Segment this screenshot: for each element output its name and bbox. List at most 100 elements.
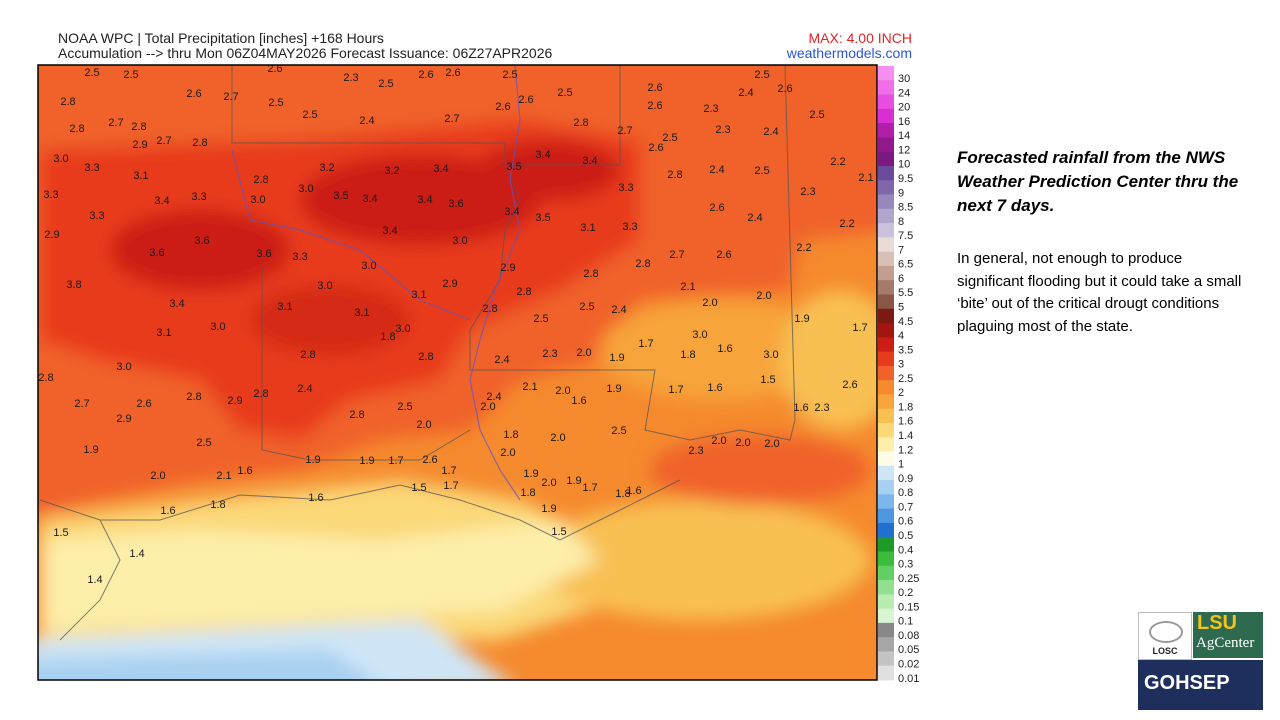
rivers [231,65,521,501]
map-value-label: 1.6 [237,465,252,477]
map-value-label: 2.7 [156,135,171,147]
map-value-label: 2.4 [486,391,501,403]
map-value-label: 3.6 [194,235,209,247]
map-value-label: 3.6 [448,198,463,210]
map-value-label: 2.6 [267,63,282,75]
map-value-label: 2.0 [416,419,431,431]
map-value-label: 3.3 [622,221,637,233]
precip-field: 2.5 2.5 2.62.3 2.52.6 2.6 2.52.5 2.62.52.4 2.62… [38,63,877,680]
map-value-label: 3.0 [210,321,225,333]
map-value-label: 2.0 [764,438,779,450]
map-value-label: 3.0 [53,153,68,165]
map-value-label: 3.4 [154,195,169,207]
map-value-label: 2.4 [359,115,374,127]
map-value-label: 1.7 [441,465,456,477]
map-value-label: 3.3 [292,251,307,263]
map-value-label: 1.7 [668,384,683,396]
map-value-label: 1.9 [566,475,581,487]
gohsep-logo: GOHSEP [1138,660,1263,710]
map-value-label: 2.0 [555,385,570,397]
lsu-text: LSU [1197,612,1237,634]
legend-swatch [878,223,894,238]
map-value-label: 2.0 [150,470,165,482]
map-value-label: 2.8 [186,391,201,403]
agcenter-text: AgCenter [1196,635,1255,651]
map-value-label: 2.0 [702,297,717,309]
legend-label: 6.5 [898,259,913,271]
map-value-label: 2.3 [814,402,829,414]
map-value-label: 2.5 [662,132,677,144]
legend-swatch [878,622,894,638]
legend-swatch [878,66,894,81]
map-value-label: 2.5 [533,313,548,325]
map-value-label: 2.8 [38,372,53,384]
map-value-label: 3.5 [506,161,521,173]
map-subtitle: Accumulation --> thru Mon 06Z04MAY2026 F… [58,45,553,61]
map-value-label: 2.3 [343,72,358,84]
legend-swatch [878,80,894,96]
map-value-label: 2.3 [800,186,815,198]
map-value-label: 2.5 [754,165,769,177]
map-value-label: 2.6 [777,83,792,95]
map-value-label: 2.2 [830,156,845,168]
map-value-label: 2.4 [747,212,762,224]
map-value-label: 1.8 [680,349,695,361]
legend-swatch [878,480,894,495]
map-value-label: 3.3 [618,182,633,194]
map-value-label: 2.8 [131,121,146,133]
map-value-label: 1.9 [541,503,556,515]
legend-label: 6 [898,273,904,285]
legend-swatch [878,665,894,681]
map-value-label: 2.8 [482,303,497,315]
map-value-label: 3.6 [256,248,271,260]
map-value-label: 3.1 [133,170,148,182]
map-value-label: 1.8 [615,488,630,500]
map-value-label: 2.7 [223,91,238,103]
map-value-label: 1.9 [359,455,374,467]
map-value-label: 2.5 [754,69,769,81]
legend-swatch [878,194,894,210]
map-value-label: 1.7 [638,338,653,350]
map-frame [37,64,878,681]
legend-label: 24 [898,87,910,99]
legend-label: 3 [898,359,904,371]
map-value-label: 2.6 [445,67,460,79]
map-value-label: 2.6 [842,379,857,391]
map-value-label: 3.4 [362,193,377,205]
map-value-label: 1.6 [571,395,586,407]
legend-label: 0.02 [898,658,919,670]
legend-label: 0.3 [898,559,913,571]
map-value-label: 2.0 [576,347,591,359]
legend-label: 1.6 [898,416,913,428]
legend-swatch [878,351,894,367]
legend-label: 0.5 [898,530,913,542]
legend-label: 7 [898,244,904,256]
map-value-label: 1.8 [210,499,225,511]
agcenter-logo: LSU AgCenter [1193,612,1263,658]
map-value-label: 3.1 [411,289,426,301]
map-value-label: 1.5 [551,526,566,538]
map-value-label: 2.2 [839,218,854,230]
legend-swatch [878,494,894,510]
map-value-label: 2.0 [756,290,771,302]
map-value-label: 1.6 [717,343,732,355]
map-value-label: 1.6 [160,505,175,517]
map-value-label: 2.9 [44,229,59,241]
map-value-label: 2.0 [711,435,726,447]
legend-swatch [878,608,894,624]
map-value-label: 2.2 [796,242,811,254]
map-value-label: 3.4 [169,298,184,310]
legend-swatch [878,208,894,224]
legend-swatch [878,537,894,552]
map-value-label: 2.5 [579,301,594,313]
legend-swatch [878,108,894,124]
map-value-label: 3.1 [156,327,171,339]
map-value-label: 1.4 [129,548,144,560]
legend-swatch [878,237,894,253]
map-value-label: 2.4 [763,126,778,138]
map-value-label: 2.0 [500,447,515,459]
map-value-label: 2.4 [738,87,753,99]
legend-label: 7.5 [898,230,913,242]
map-value-label: 1.9 [609,352,624,364]
map-value-label: 1.7 [443,480,458,492]
